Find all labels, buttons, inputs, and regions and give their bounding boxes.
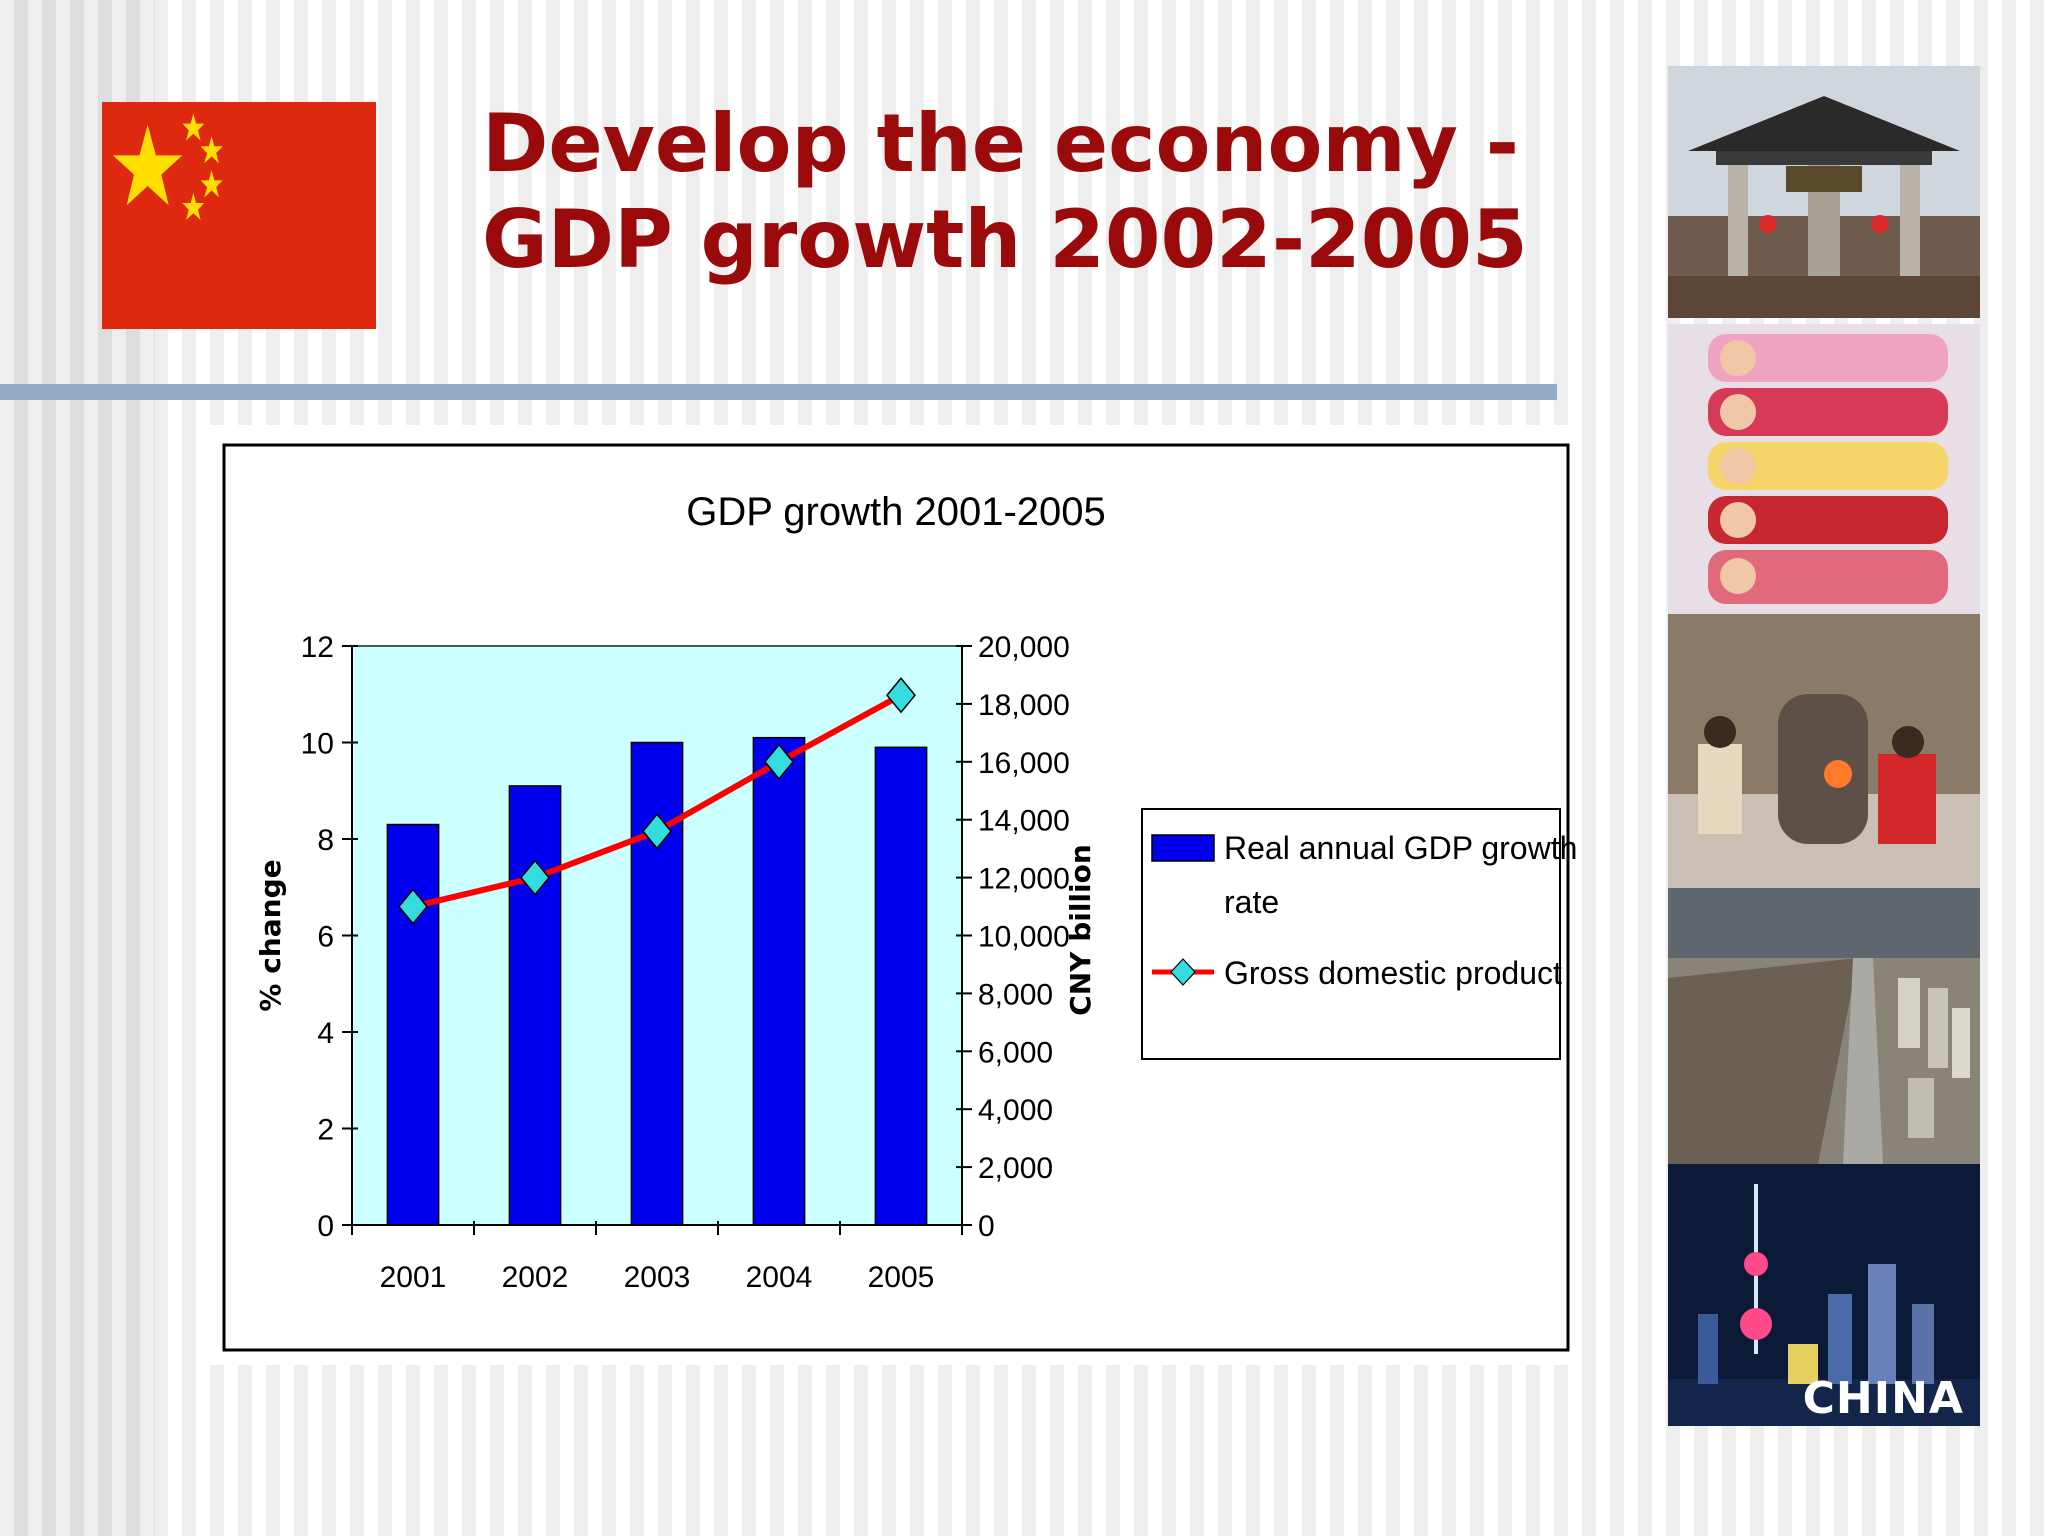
x-tick-label-2002: 2002: [502, 1261, 569, 1294]
gdp-point-2005: [886, 677, 916, 714]
slide-title-line-1: Develop the economy -: [482, 97, 1519, 190]
bar-2004: [752, 736, 806, 1226]
y-tick-left-label: 2: [317, 1114, 334, 1147]
slide-title: Develop the economy - GDP growth 2002-20…: [482, 96, 1582, 288]
y-tick-right-label: 14,000: [978, 805, 1070, 838]
legend-swatch-bar: [1151, 834, 1215, 862]
y-tick-right-label: 8,000: [978, 978, 1053, 1011]
y-axis-label-right: CNY billion: [1064, 844, 1097, 1016]
y-tick-right-label: 0: [978, 1210, 995, 1243]
y-tick-left-label: 10: [301, 728, 334, 761]
y-axis-label-left: % change: [254, 859, 287, 1011]
y-tick-right-label: 2,000: [978, 1152, 1053, 1185]
legend-label-line: Gross domestic product: [1224, 955, 1562, 991]
photo-babies: [1668, 324, 1980, 614]
chart-title: GDP growth 2001-2005: [686, 490, 1106, 534]
x-tick-label-2005: 2005: [868, 1261, 935, 1294]
photo-caption: CHINA: [1802, 1373, 1964, 1424]
y-tick-left-label: 6: [317, 921, 334, 954]
china-flag-icon: [102, 102, 376, 329]
slide-title-line-2: GDP growth 2002-2005: [482, 193, 1528, 286]
gdp-point-2001: [398, 888, 428, 925]
y-tick-right-label: 12,000: [978, 863, 1070, 896]
y-tick-left-label: 8: [317, 824, 334, 857]
gdp-point-2004: [764, 743, 794, 780]
x-tick-label-2004: 2004: [746, 1261, 813, 1294]
legend-label-bar-line1: Real annual GDP growth: [1224, 830, 1577, 866]
photo-aerial-city: [1668, 888, 1980, 1164]
y-tick-right-label: 20,000: [978, 631, 1070, 664]
legend: Real annual GDP growth rate Gross domest…: [1141, 808, 1577, 1060]
gdp-point-2003: [642, 813, 672, 850]
y-tick-left-label: 4: [317, 1017, 334, 1050]
y-tick-right-label: 16,000: [978, 747, 1070, 780]
bar-2001: [386, 823, 440, 1226]
y-tick-left-label: 12: [301, 631, 334, 664]
x-tick-label-2003: 2003: [624, 1261, 691, 1294]
y-tick-right-label: 4,000: [978, 1094, 1053, 1127]
photo-gate: [1668, 66, 1980, 318]
legend-swatch-marker: [1170, 958, 1196, 986]
chart-panel: GDP growth 2001-2005 0 2 4 6 8 10 12 0 2,000 4,00…: [210, 425, 1582, 1365]
title-divider: [0, 384, 1557, 400]
bar-2002: [508, 785, 562, 1226]
photo-children-stove: [1668, 614, 1980, 888]
photo-strip: CHINA: [1668, 66, 1980, 1426]
y-tick-left-label: 0: [317, 1210, 334, 1243]
legend-label-bar-line2: rate: [1224, 884, 1279, 920]
y-tick-right-label: 6,000: [978, 1036, 1053, 1069]
bar-2005: [874, 746, 928, 1226]
y-tick-right-label: 10,000: [978, 921, 1070, 954]
x-tick-label-2001: 2001: [380, 1261, 447, 1294]
gdp-chart: GDP growth 2001-2005 0 2 4 6 8 10 12 0 2,000 4,00…: [222, 443, 1577, 1352]
y-tick-right-label: 18,000: [978, 689, 1070, 722]
photo-shanghai-night: CHINA: [1668, 1164, 1980, 1426]
gdp-point-2002: [520, 859, 550, 896]
